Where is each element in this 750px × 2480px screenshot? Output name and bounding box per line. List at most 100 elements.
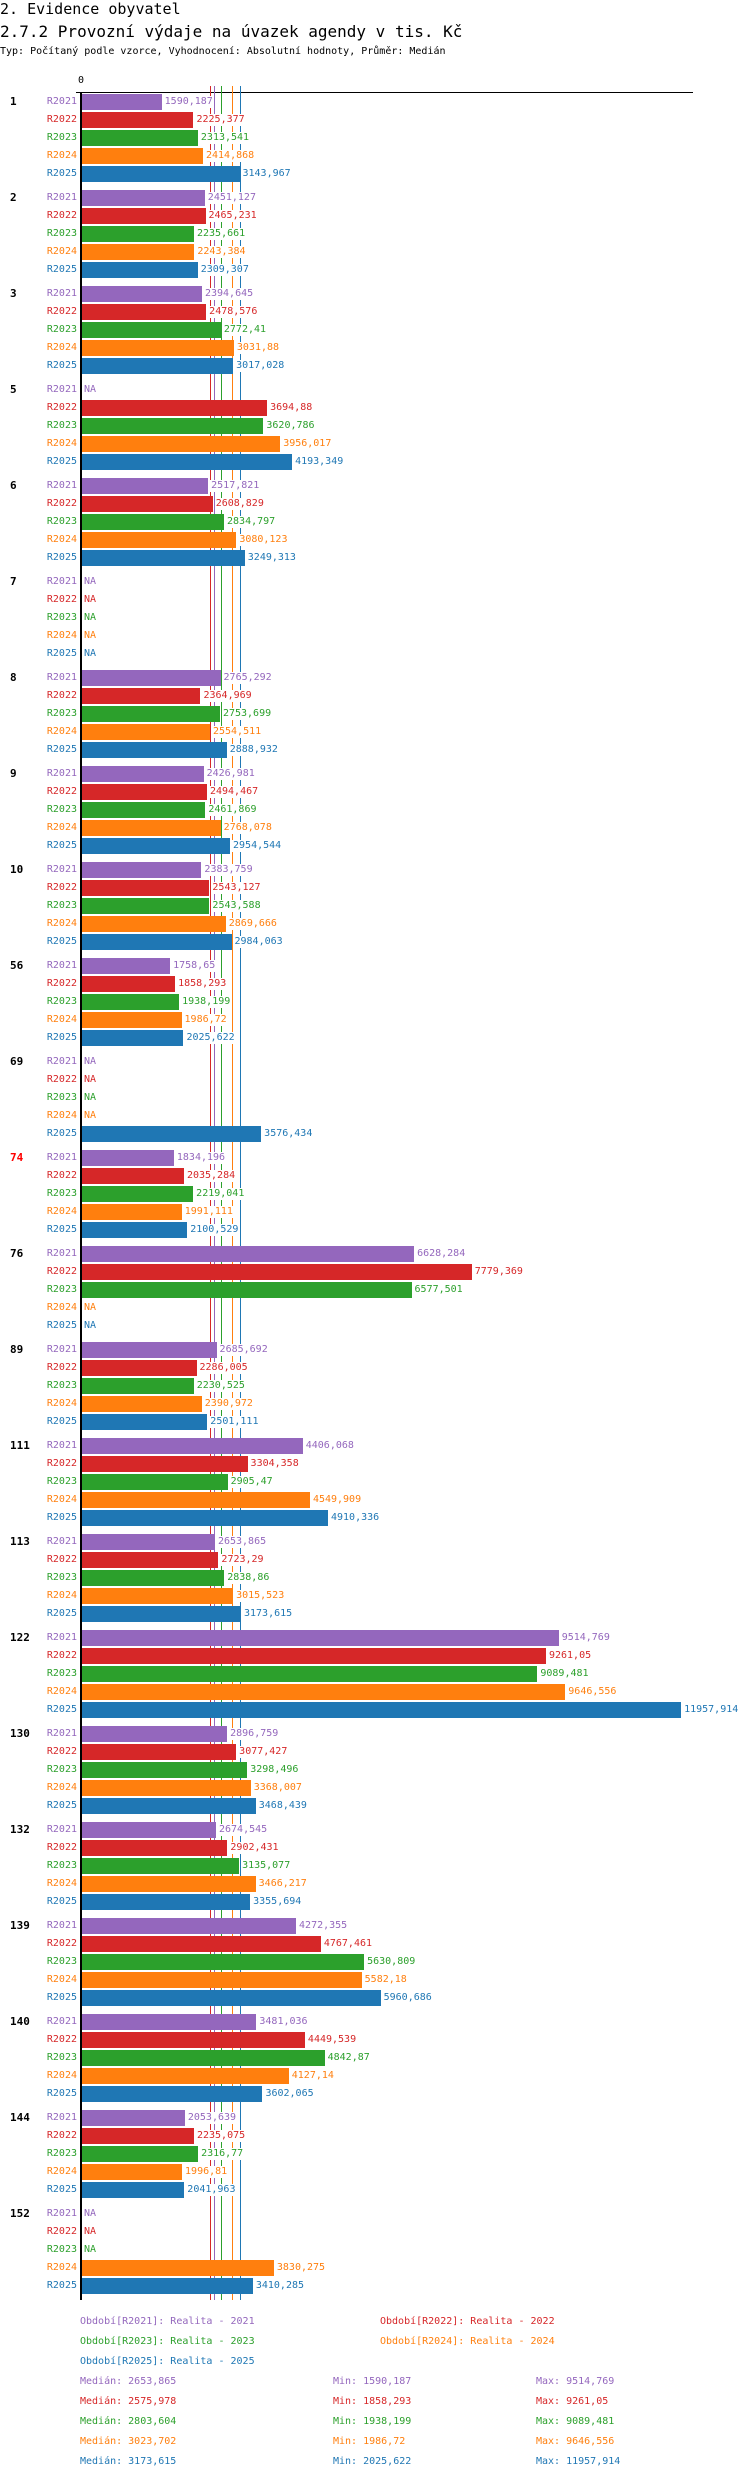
legend-item: Období[R2023]: Realita - 2023 xyxy=(80,2336,255,2347)
series-label: R2021 xyxy=(46,1727,77,1739)
series-label: R2021 xyxy=(46,191,77,203)
series-label: R2022 xyxy=(46,401,77,413)
group-label: 3 xyxy=(10,286,17,300)
chart-title: 2.7.2 Provozní výdaje na úvazek agendy v… xyxy=(0,22,463,41)
min-stat: Min: 1858,293 xyxy=(333,2396,412,2407)
value-label: 1986,72 xyxy=(183,1013,228,1026)
series-label: R2025 xyxy=(46,455,77,467)
bar-r2025 xyxy=(82,165,240,182)
value-label: 2041,963 xyxy=(186,2183,237,2196)
series-label: R2022 xyxy=(46,113,77,125)
series-label: R2025 xyxy=(46,1127,77,1139)
series-label: R2025 xyxy=(46,935,77,947)
legend-item: Období[R2025]: Realita - 2025 xyxy=(80,2356,255,2367)
value-label: 3135,077 xyxy=(241,1859,292,1872)
series-label: R2021 xyxy=(46,1343,77,1355)
value-label: 2309,307 xyxy=(199,263,250,276)
value-label: 2286,005 xyxy=(198,1361,249,1374)
series-label: R2022 xyxy=(46,881,77,893)
group-label: 139 xyxy=(10,1918,30,1932)
bar-r2022 xyxy=(82,1167,184,1184)
bar-r2024 xyxy=(82,1395,202,1412)
series-label: R2025 xyxy=(46,743,77,755)
median-stat: Medián: 2803,604 xyxy=(80,2416,177,2427)
bar-r2021 xyxy=(82,957,171,974)
section-title: 2. Evidence obyvatel xyxy=(0,0,181,18)
value-label: 2905,47 xyxy=(229,1475,274,1488)
value-label: NA xyxy=(83,2243,98,2256)
series-label: R2024 xyxy=(46,1877,77,1889)
bar-r2025 xyxy=(82,1605,241,1622)
series-label: R2023 xyxy=(46,1379,77,1391)
bar-r2023 xyxy=(82,129,198,146)
bar-r2023 xyxy=(82,1761,248,1778)
series-label: R2022 xyxy=(46,497,77,509)
value-label: 3481,036 xyxy=(258,2015,309,2028)
series-label: R2021 xyxy=(46,863,77,875)
series-label: R2023 xyxy=(46,2243,77,2255)
bar-r2023 xyxy=(82,801,206,818)
series-label: R2024 xyxy=(46,1973,77,1985)
series-label: R2022 xyxy=(46,2033,77,2045)
value-label: 3173,615 xyxy=(242,1607,294,1620)
legend-item: Období[R2021]: Realita - 2021 xyxy=(80,2316,255,2327)
value-label: 3468,439 xyxy=(257,1799,308,1812)
bar-r2022 xyxy=(82,1839,228,1856)
series-label: R2022 xyxy=(46,593,77,605)
group-label: 130 xyxy=(10,1726,30,1740)
group-label: 7 xyxy=(10,574,17,588)
bar-r2021 xyxy=(82,2109,185,2126)
series-label: R2025 xyxy=(46,1703,77,1715)
value-label: 2219,041 xyxy=(195,1187,246,1200)
value-label: 2025,622 xyxy=(185,1031,236,1044)
series-label: R2024 xyxy=(46,1589,77,1601)
series-label: R2021 xyxy=(46,1055,77,1067)
value-label: 3956,017 xyxy=(282,437,333,450)
series-label: R2023 xyxy=(46,707,77,719)
series-label: R2021 xyxy=(46,2207,77,2219)
value-label: 2869,666 xyxy=(227,917,278,930)
series-label: R2024 xyxy=(46,341,77,353)
value-label: 3031,88 xyxy=(235,341,281,354)
bar-r2024 xyxy=(82,243,195,260)
value-label: 2902,431 xyxy=(229,1841,280,1854)
value-label: 4272,355 xyxy=(298,1919,349,1932)
series-label: R2025 xyxy=(46,263,77,275)
series-label: R2021 xyxy=(46,575,77,587)
value-label: 2501,111 xyxy=(209,1415,260,1428)
value-label: 3410,285 xyxy=(254,2279,306,2292)
series-label: R2025 xyxy=(46,551,77,563)
value-label: 2653,865 xyxy=(216,1535,268,1548)
bar-r2021 xyxy=(82,1629,559,1646)
series-label: R2021 xyxy=(46,959,77,971)
bar-r2022 xyxy=(82,2127,194,2144)
value-label: NA xyxy=(83,383,98,396)
value-label: 3466,217 xyxy=(257,1877,308,1890)
series-label: R2025 xyxy=(46,1031,77,1043)
value-label: 3080,123 xyxy=(238,533,289,546)
series-label: R2025 xyxy=(46,359,77,371)
bar-r2021 xyxy=(82,861,202,878)
x-axis-line xyxy=(76,92,693,93)
bar-r2024 xyxy=(82,1491,310,1508)
value-label: 6628,284 xyxy=(416,1247,467,1260)
bar-r2023 xyxy=(82,705,220,722)
series-label: R2024 xyxy=(46,2261,77,2273)
value-label: 3143,967 xyxy=(241,167,292,180)
series-label: R2024 xyxy=(46,149,77,161)
bar-r2025 xyxy=(82,2181,185,2198)
bar-r2025 xyxy=(82,741,227,758)
series-label: R2021 xyxy=(46,1151,77,1163)
group-label: 1 xyxy=(10,94,17,108)
bar-r2025 xyxy=(82,261,198,278)
series-label: R2022 xyxy=(46,2129,77,2141)
series-label: R2024 xyxy=(46,1205,77,1217)
max-stat: Max: 11957,914 xyxy=(536,2456,621,2467)
series-label: R2023 xyxy=(46,995,77,1007)
bar-r2023 xyxy=(82,1857,240,1874)
bar-r2025 xyxy=(82,1509,328,1526)
value-label: NA xyxy=(83,2207,98,2220)
value-label: 2316,77 xyxy=(200,2147,245,2160)
value-label: 2478,576 xyxy=(208,305,259,318)
series-label: R2022 xyxy=(46,1073,77,1085)
